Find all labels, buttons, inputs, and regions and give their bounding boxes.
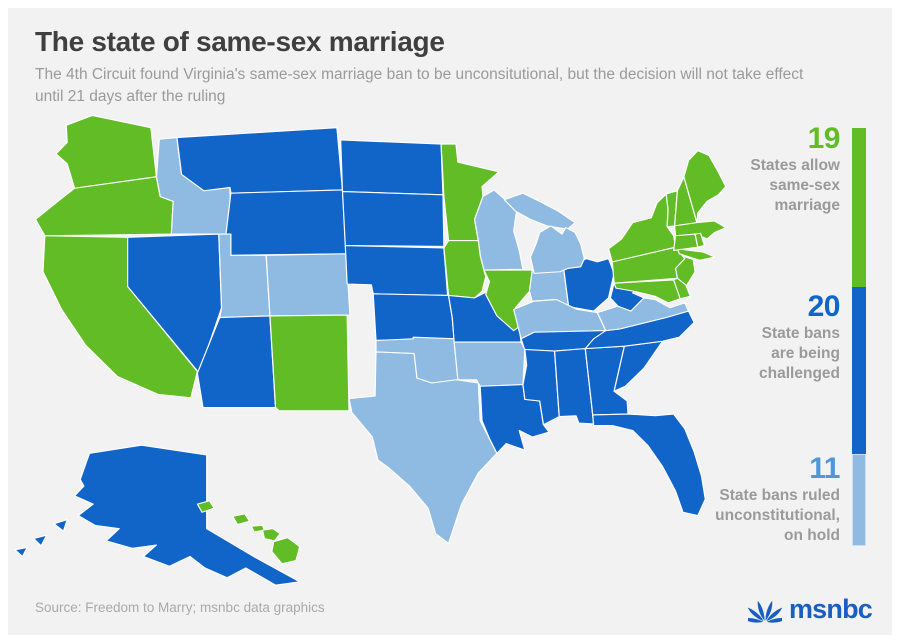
state-nd bbox=[340, 139, 444, 196]
legend-count-allow: 19 bbox=[807, 122, 841, 155]
state-mt bbox=[176, 127, 344, 194]
msnbc-logo: msnbc bbox=[747, 594, 873, 625]
source-text: Source: Freedom to Marry; msnbc data gra… bbox=[35, 600, 325, 615]
legend-label-line: State bans ruled bbox=[719, 487, 840, 504]
infographic-canvas: The state of same-sex marriage The 4th C… bbox=[8, 8, 892, 635]
state-wa bbox=[55, 114, 158, 189]
legend-count-on-hold: 11 bbox=[809, 452, 840, 485]
state-ri bbox=[694, 232, 705, 248]
state-co bbox=[265, 253, 351, 317]
legend-label-line: same-sex bbox=[769, 177, 840, 194]
state-ny bbox=[607, 193, 716, 263]
bar-segment-allow bbox=[852, 128, 866, 287]
state-ne bbox=[344, 245, 449, 296]
state-tx bbox=[348, 351, 498, 544]
state-ia bbox=[443, 240, 487, 299]
state-ks bbox=[372, 293, 455, 341]
state-ak bbox=[14, 444, 301, 586]
page-title: The state of same-sex marriage bbox=[35, 26, 445, 57]
bar-segment-on-hold bbox=[852, 454, 866, 546]
legend-stacked-bar bbox=[852, 128, 866, 546]
state-hi bbox=[196, 500, 301, 565]
bar-segment-challenged bbox=[852, 287, 866, 454]
legend-label-line: challenged bbox=[759, 365, 840, 382]
state-me bbox=[683, 150, 727, 224]
us-choropleth-map bbox=[14, 114, 727, 586]
legend-label-line: States allow bbox=[750, 157, 840, 174]
state-ct bbox=[673, 233, 699, 251]
legend-label-line: are being bbox=[771, 345, 840, 362]
brand-text: msnbc bbox=[788, 594, 873, 624]
state-ar bbox=[453, 341, 526, 387]
state-az bbox=[196, 315, 277, 409]
state-mi bbox=[503, 192, 585, 274]
legend-item-on-hold: 11 State bans ruled unconstitutional, on… bbox=[600, 452, 840, 546]
subtitle: The 4th Circuit found Virginia's same-se… bbox=[35, 64, 855, 108]
subtitle-line-1: The 4th Circuit found Virginia's same-se… bbox=[35, 66, 804, 83]
subtitle-line-2: until 21 days after the ruling bbox=[35, 88, 226, 105]
legend-label-line: State bans bbox=[761, 325, 840, 342]
legend-label-line: unconstitutional, bbox=[715, 507, 840, 524]
legend-label-line: marriage bbox=[774, 197, 840, 214]
legend-item-challenged: 20 State bans are being challenged bbox=[600, 290, 840, 384]
nbc-peacock-icon bbox=[747, 600, 782, 623]
state-or bbox=[34, 176, 174, 237]
state-va bbox=[596, 297, 690, 332]
legend-item-allow: 19 States allow same-sex marriage bbox=[600, 122, 840, 216]
state-sd bbox=[341, 191, 445, 247]
state-vt bbox=[665, 190, 678, 228]
state-wy bbox=[222, 189, 347, 256]
state-nm bbox=[269, 314, 350, 412]
legend-label-line: on hold bbox=[784, 527, 840, 544]
legend-count-challenged: 20 bbox=[807, 290, 841, 323]
state-fl bbox=[592, 413, 706, 517]
